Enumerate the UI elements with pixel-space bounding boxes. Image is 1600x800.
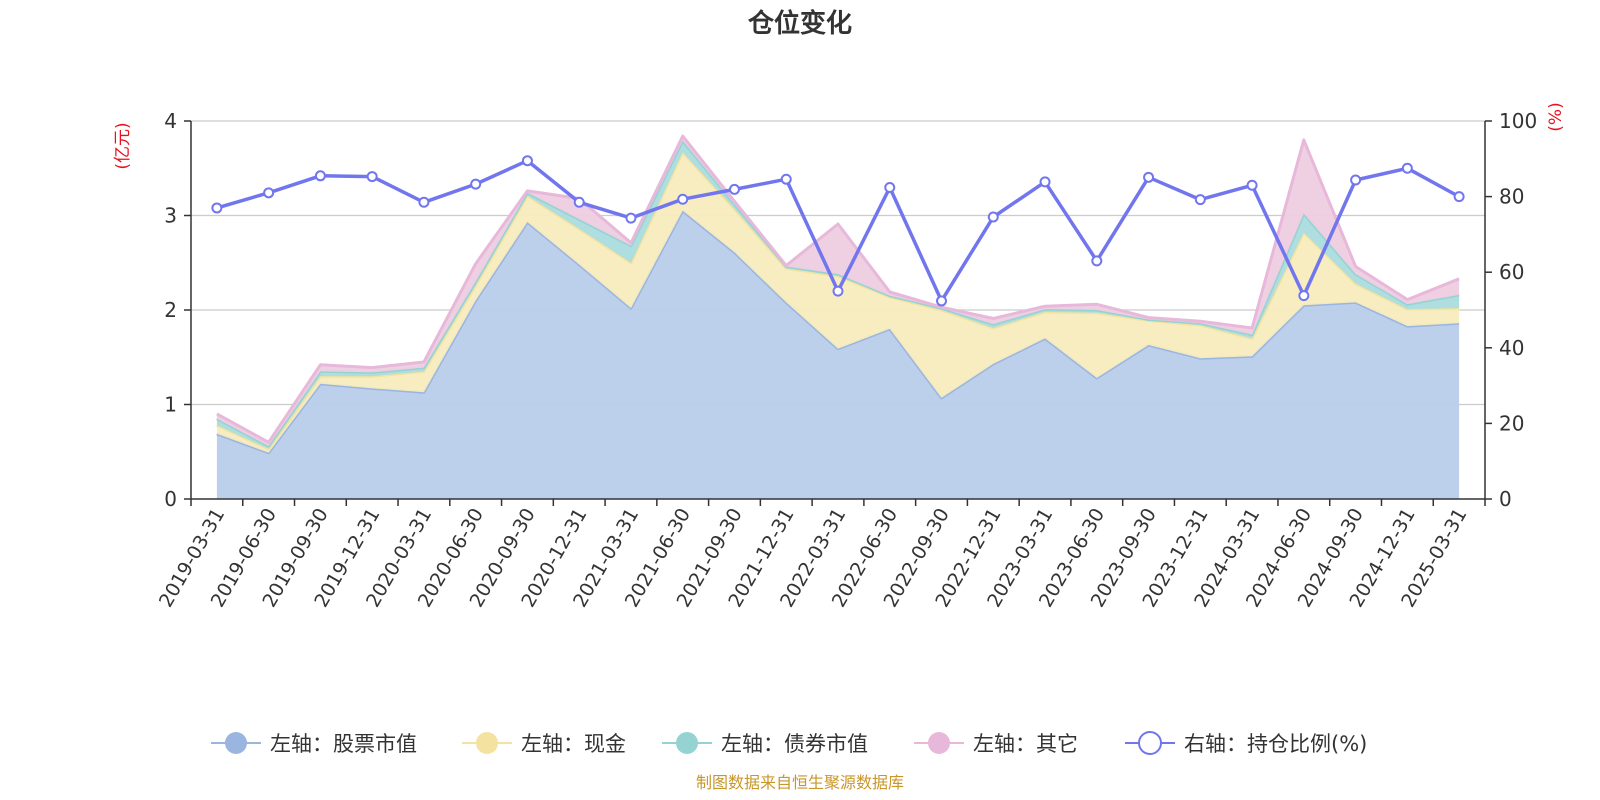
right-tick-label: 0 <box>1499 487 1512 511</box>
legend-marker <box>225 732 247 754</box>
left-tick-label: 4 <box>164 109 177 133</box>
legend-label: 左轴：现金 <box>521 732 626 756</box>
right-tick-label: 60 <box>1499 260 1524 284</box>
ratio-point <box>832 285 844 297</box>
ratio-point <box>1401 162 1413 174</box>
ratio-point <box>1143 171 1155 183</box>
legend-item-2[interactable]: 左轴：债券市值 <box>662 732 868 756</box>
ratio-point <box>211 202 223 214</box>
legend-label: 左轴：股票市值 <box>270 732 417 756</box>
right-axis-unit: (%) <box>1546 102 1566 131</box>
ratio-point <box>1091 255 1103 267</box>
ratio-point <box>1039 176 1051 188</box>
area-series-3 <box>216 136 1460 447</box>
ratio-point <box>470 178 482 190</box>
ratio-point <box>677 193 689 205</box>
data-source-note: 制图数据来自恒生聚源数据库 <box>696 773 904 792</box>
area-series-3-edge <box>216 134 1460 444</box>
left-tick-label: 1 <box>164 393 177 417</box>
ratio-point <box>314 170 326 182</box>
ratio-point <box>1298 290 1310 302</box>
right-tick-label: 20 <box>1499 411 1524 435</box>
left-tick-label: 2 <box>164 298 177 322</box>
legend-label: 右轴：持仓比例(%) <box>1184 732 1367 756</box>
ratio-point <box>1350 174 1362 186</box>
legend-item-4[interactable]: 右轴：持仓比例(%) <box>1125 731 1367 756</box>
area-series-0 <box>216 210 1460 500</box>
legend-marker <box>476 732 498 754</box>
ratio-point <box>1246 179 1258 191</box>
chart-title: 仓位变化 <box>747 8 852 39</box>
ratio-point <box>1194 194 1206 206</box>
legend-marker <box>676 732 698 754</box>
ratio-point <box>780 173 792 185</box>
legend-label: 左轴：债券市值 <box>721 732 868 756</box>
legend-marker <box>928 732 950 754</box>
legend-label: 左轴：其它 <box>973 732 1078 756</box>
ratio-point <box>1453 191 1465 203</box>
left-tick-label: 0 <box>164 487 177 511</box>
legend-item-0[interactable]: 左轴：股票市值 <box>211 732 417 756</box>
ratio-line <box>211 155 1465 307</box>
stacked-areas <box>216 134 1460 500</box>
ratio-point <box>884 182 896 194</box>
ratio-point <box>728 183 740 195</box>
ratio-point <box>573 196 585 208</box>
area-series-1 <box>216 152 1460 453</box>
ratio-point <box>366 171 378 183</box>
right-tick-label: 100 <box>1499 109 1537 133</box>
right-tick-label: 80 <box>1499 185 1524 209</box>
right-tick-label: 40 <box>1499 336 1524 360</box>
ratio-point <box>936 295 948 307</box>
left-axis-unit: (亿元) <box>113 122 133 169</box>
ratio-point <box>987 211 999 223</box>
ratio-point <box>418 196 430 208</box>
left-tick-label: 3 <box>164 204 177 228</box>
legend: 左轴：股票市值 左轴：现金 左轴：债券市值 左轴：其它 右轴：持仓比例(%) <box>211 731 1367 756</box>
legend-item-1[interactable]: 左轴：现金 <box>462 732 626 756</box>
ratio-point <box>521 155 533 167</box>
ratio-point <box>625 212 637 224</box>
legend-marker <box>1138 731 1162 755</box>
legend-item-3[interactable]: 左轴：其它 <box>914 732 1078 756</box>
ratio-point <box>263 187 275 199</box>
